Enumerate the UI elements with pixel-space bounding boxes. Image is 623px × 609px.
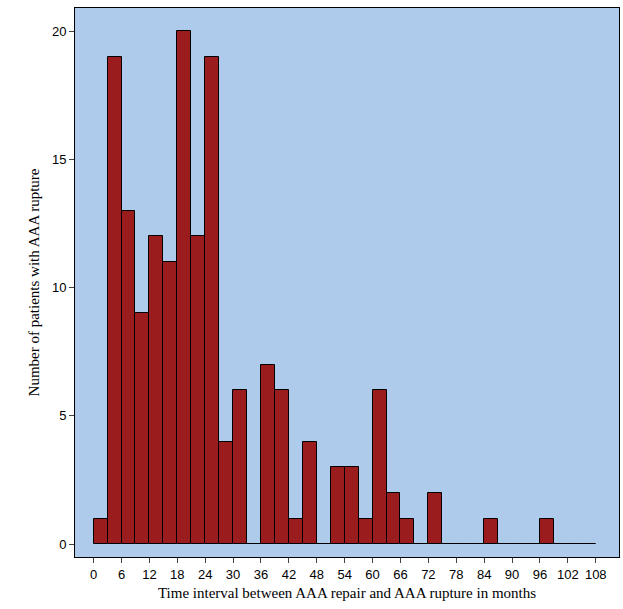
svg-text:30: 30 [226, 567, 240, 582]
svg-text:10: 10 [52, 280, 66, 295]
svg-text:0: 0 [90, 567, 97, 582]
svg-text:78: 78 [449, 567, 463, 582]
svg-text:54: 54 [337, 567, 351, 582]
svg-text:0: 0 [59, 537, 66, 552]
svg-text:24: 24 [198, 567, 212, 582]
svg-text:15: 15 [52, 152, 66, 167]
svg-text:18: 18 [170, 567, 184, 582]
svg-text:42: 42 [282, 567, 296, 582]
svg-text:108: 108 [585, 567, 607, 582]
svg-text:72: 72 [421, 567, 435, 582]
svg-text:Time interval between AAA repa: Time interval between AAA repair and AAA… [158, 585, 536, 601]
svg-text:12: 12 [142, 567, 156, 582]
svg-text:90: 90 [505, 567, 519, 582]
svg-text:20: 20 [52, 24, 66, 39]
svg-text:5: 5 [59, 408, 66, 423]
svg-text:96: 96 [533, 567, 547, 582]
svg-text:36: 36 [254, 567, 268, 582]
svg-text:Number of patients with AAA ru: Number of patients with AAA rupture [26, 168, 42, 396]
svg-text:84: 84 [477, 567, 491, 582]
svg-text:102: 102 [557, 567, 579, 582]
svg-text:48: 48 [310, 567, 324, 582]
svg-text:66: 66 [393, 567, 407, 582]
svg-text:60: 60 [365, 567, 379, 582]
svg-text:6: 6 [118, 567, 125, 582]
